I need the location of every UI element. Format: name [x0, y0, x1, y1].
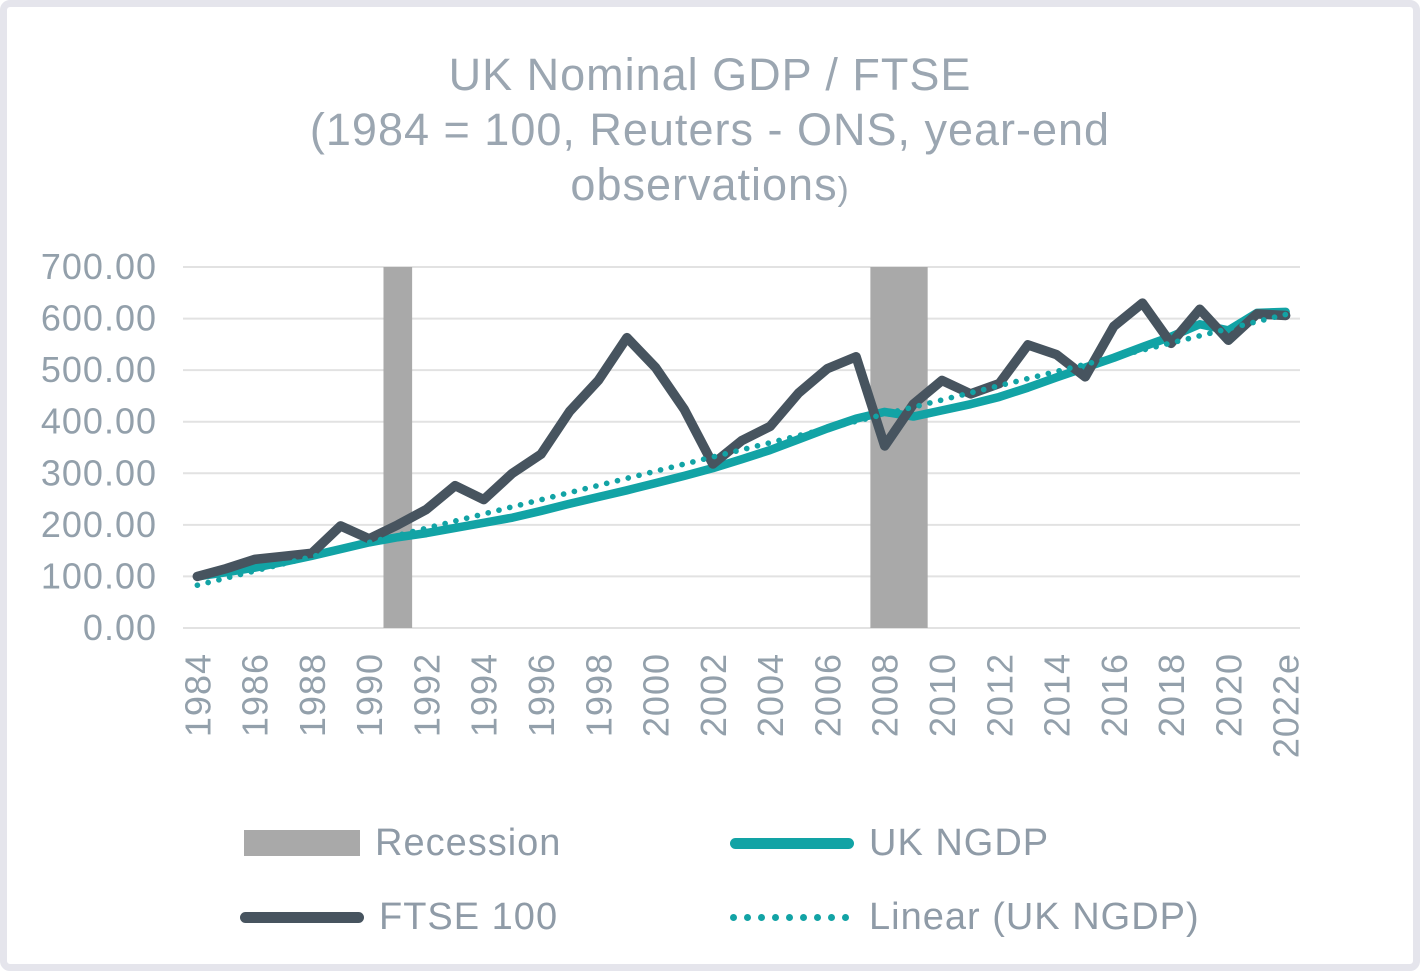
y-axis-label: 600.00 [41, 298, 157, 339]
ngdp-linear-trendline [194, 311, 1289, 588]
x-axis-label: 2004 [750, 653, 791, 737]
x-axis-label: 2010 [922, 653, 963, 737]
legend-label-uk-ngdp: UK NGDP [869, 821, 1050, 864]
chart-title-close-paren: ) [837, 170, 850, 207]
chart-title-line1: UK Nominal GDP / FTSE [448, 49, 972, 100]
y-axis-label: 200.00 [41, 504, 157, 545]
x-axis-label: 2012 [979, 653, 1020, 737]
ftse-line [192, 298, 1291, 582]
x-axis-label: 2002 [693, 653, 734, 737]
recession-band [870, 267, 928, 628]
x-axis-label: 2000 [636, 653, 677, 737]
x-axis-label: 1984 [177, 653, 218, 737]
x-axis-label: 1994 [464, 653, 505, 737]
legend-label-linear-uk-ngdp: Linear (UK NGDP) [869, 895, 1200, 938]
legend-label-recession: Recession [375, 821, 562, 864]
legend-label-ftse-100: FTSE 100 [379, 895, 559, 938]
y-axis-label: 100.00 [41, 555, 157, 596]
x-axis-label: 1990 [349, 653, 390, 737]
x-axis-label: 2020 [1208, 653, 1249, 737]
chart-title: UK Nominal GDP / FTSE (1984 = 100, Reute… [7, 47, 1413, 216]
ftse-line-swatch [240, 911, 364, 923]
x-axis-label: 2014 [1037, 653, 1078, 737]
x-axis-label: 2022e [1266, 653, 1307, 758]
x-axis-label: 1996 [521, 653, 562, 737]
x-axis-label: 1992 [406, 653, 447, 737]
y-axis-label: 700.00 [41, 246, 157, 287]
trendline-dotted-swatch [730, 913, 854, 921]
legend-item-recession: Recession [244, 821, 561, 865]
x-axis-label: 2018 [1151, 653, 1192, 737]
y-axis-label: 300.00 [41, 452, 157, 493]
x-axis-label: 2016 [1094, 653, 1135, 737]
chart-title-line3: observations) [7, 157, 1413, 216]
x-axis-label: 1986 [235, 653, 276, 737]
recession-band [383, 267, 413, 628]
chart-title-line2: (1984 = 100, Reuters - ONS, year-end [309, 104, 1111, 155]
recession-swatch [244, 830, 360, 856]
y-axis-label: 500.00 [41, 349, 157, 390]
x-axis-label: 1988 [292, 653, 333, 737]
y-axis-label: 0.00 [83, 607, 157, 648]
ngdp-line-swatch [730, 837, 854, 849]
legend-item-linear-uk-ngdp: Linear (UK NGDP) [730, 895, 1200, 939]
x-axis-label: 1998 [578, 653, 619, 737]
x-axis-label: 2006 [807, 653, 848, 737]
chart-plot-area: 0.00 100.00 200.00 300.00 400.00 500.00 600.00… [41, 246, 1307, 758]
legend-item-uk-ngdp: UK NGDP [730, 821, 1049, 865]
y-axis-label: 400.00 [41, 401, 157, 442]
x-axis-label: 2008 [865, 653, 906, 737]
chart-title-line3-text: observations [570, 159, 838, 210]
legend-item-ftse-100: FTSE 100 [240, 895, 558, 939]
